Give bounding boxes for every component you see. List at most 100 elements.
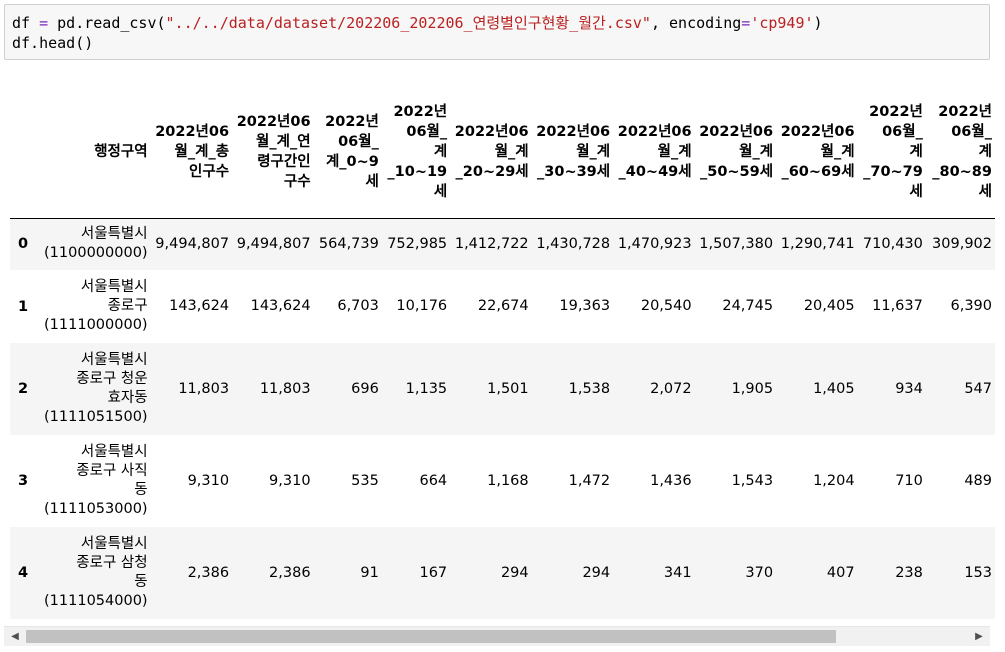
header-text: 월_계 <box>657 143 692 160</box>
value-cell: 2,072 <box>650 380 692 397</box>
value-cell: 19,363 <box>559 298 611 314</box>
value-cell: 1,472 <box>568 472 611 489</box>
header-text: 2022년06 <box>236 113 311 130</box>
value-cell: 547 <box>964 380 992 397</box>
region-text: 서울특별시 <box>80 279 148 295</box>
header-text: 월_계 <box>494 143 529 160</box>
value-cell: 143,624 <box>250 298 311 314</box>
value-cell: 2,386 <box>269 564 311 581</box>
value-cell: 91 <box>360 564 379 581</box>
region-text: (1111051500) <box>44 409 148 425</box>
header-text: 세 <box>365 173 379 190</box>
value-cell: 1,543 <box>731 472 774 489</box>
value-cell: 1,430,728 <box>536 235 611 252</box>
header-text: 월_계_연 <box>256 133 311 150</box>
value-cell: 1,405 <box>813 380 855 397</box>
code-cell[interactable]: df = pd.read_csv("../../data/dataset/202… <box>4 4 990 60</box>
value-cell: 1,204 <box>813 472 855 489</box>
column-header: 2022년 06월_ 계_0~9 세 <box>313 86 382 219</box>
column-header: 2022년 06월_ 계 _80~89 세 <box>925 86 995 219</box>
code-token: pd.read_csv( <box>48 14 166 32</box>
region-text: 종로구 삼청 <box>76 555 148 571</box>
header-text: 월_계 <box>576 143 611 160</box>
region-text: (1111054000) <box>44 593 148 609</box>
value-cell: 752,985 <box>387 235 448 252</box>
column-header: 2022년06 월_계 _50~59세 <box>694 86 777 219</box>
header-text: 계_0~9 <box>325 153 379 170</box>
table-row: 1 서울특별시 종로구 (1111000000) 143,624 143,624… <box>10 270 995 343</box>
value-cell: 11,803 <box>178 380 230 397</box>
table-row: 3 서울특별시 종로구 사직 동 (1111053000) 9,310 9,31… <box>10 435 995 527</box>
header-text: 계 <box>978 143 992 160</box>
value-cell: 6,390 <box>950 298 992 314</box>
region-cell: 서울특별시 종로구 삼청 동 (1111054000) <box>41 527 151 619</box>
header-text: 월_계 <box>739 143 774 160</box>
header-text: 세 <box>433 183 448 200</box>
region-text: (1111053000) <box>44 501 148 517</box>
scroll-right-icon[interactable]: ▶ <box>975 631 983 642</box>
header-text: 2022년06 <box>155 123 230 140</box>
region-cell: 서울특별시 (1100000000) <box>41 218 151 270</box>
value-cell: 9,310 <box>187 472 230 489</box>
value-cell: 1,168 <box>487 472 529 489</box>
column-header: 2022년06 월_계 _30~39세 <box>531 86 614 219</box>
header-text: 06월_ <box>882 123 923 140</box>
header-text: 세 <box>909 183 923 200</box>
value-cell: 9,494,807 <box>155 235 230 252</box>
scroll-left-icon[interactable]: ◀ <box>11 631 19 642</box>
value-cell: 2,386 <box>187 564 230 581</box>
dataframe-output: 행정구역 2022년06 월_계_총 인구수 2022년06 월_계_연 령구간… <box>10 86 995 621</box>
header-text: 월_계 <box>820 143 855 160</box>
header-text: 령구간인 <box>257 153 311 170</box>
header-text: _30~39세 <box>537 163 611 180</box>
horizontal-scrollbar[interactable]: ◀ ▶ <box>4 626 990 646</box>
code-token: ) <box>813 14 823 32</box>
value-cell: 710,430 <box>862 235 923 252</box>
value-cell: 407 <box>826 564 855 581</box>
table-row: 4 서울특별시 종로구 삼청 동 (1111054000) 2,386 2,38… <box>10 527 995 619</box>
value-cell: 1,501 <box>487 380 529 397</box>
region-text: 종로구 청운 <box>76 371 148 387</box>
column-header: 2022년06 월_계 _40~49세 <box>613 86 695 219</box>
value-cell: 1,135 <box>405 380 448 397</box>
code-string: 'cp949' <box>750 14 814 32</box>
column-header: 행정구역 <box>41 86 151 219</box>
column-header: 2022년06 월_계 _60~69세 <box>776 86 858 219</box>
value-cell: 341 <box>663 564 692 581</box>
header-text: 06월_ <box>951 123 992 140</box>
header-text: 2022년06 <box>780 123 855 140</box>
header-text: 계 <box>909 143 923 160</box>
region-text: 종로구 사직 <box>76 463 148 479</box>
header-text: _20~29세 <box>455 163 529 180</box>
value-cell: 1,412,722 <box>454 235 529 252</box>
code-operator: = <box>39 14 49 32</box>
region-text: 서울특별시 <box>80 444 148 460</box>
row-index: 0 <box>18 236 29 253</box>
header-text: _10~19 <box>387 163 448 180</box>
value-cell: 1,538 <box>568 380 611 397</box>
value-cell: 11,803 <box>259 380 311 397</box>
header-text: 2022년 <box>325 113 379 130</box>
row-index: 3 <box>18 473 29 489</box>
header-text: 2022년 <box>869 103 923 120</box>
region-cell: 서울특별시 종로구 사직 동 (1111053000) <box>41 435 151 527</box>
value-cell: 934 <box>895 380 923 397</box>
header-text: 월_계_총 <box>174 143 230 160</box>
value-cell: 20,405 <box>803 298 855 314</box>
region-text: 서울특별시 <box>80 352 148 368</box>
header-text: 2022년06 <box>454 123 529 140</box>
column-header: 2022년06 월_계 _20~29세 <box>450 86 532 219</box>
scroll-thumb[interactable] <box>26 630 836 643</box>
value-cell: 664 <box>419 472 448 489</box>
header-text: 06월_ <box>338 133 379 150</box>
header-text: 2022년06 <box>617 123 692 140</box>
value-cell: 294 <box>500 564 529 581</box>
header-text: 2022년06 <box>699 123 774 140</box>
value-cell: 564,739 <box>318 235 379 252</box>
value-cell: 11,637 <box>872 298 923 314</box>
value-cell: 370 <box>745 564 774 581</box>
value-cell: 9,310 <box>269 472 311 489</box>
region-text: 동 <box>134 482 148 498</box>
value-cell: 20,540 <box>640 298 692 314</box>
code-token: df <box>12 14 40 32</box>
